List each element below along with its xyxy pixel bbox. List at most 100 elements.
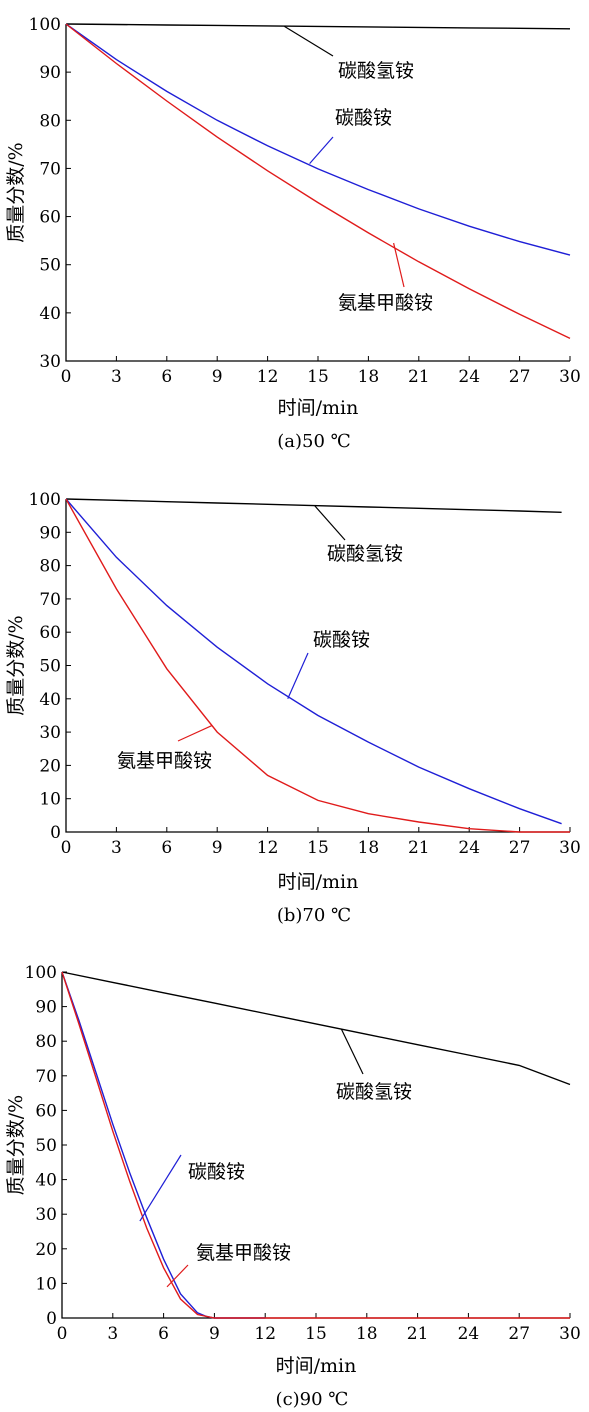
y-tick-label: 50 (39, 657, 61, 677)
chart-panel-3: 0 3 6 9 12 15 18 21 24 27 30 0 10 20 30 40 50 60 70 80 90 100… (5, 963, 581, 1410)
x-tick-label: 24 (458, 1324, 480, 1344)
axes-frame (65, 499, 570, 833)
annotation-label: 氨基甲酸铵 (196, 1242, 291, 1264)
x-tick-label: 6 (158, 1324, 169, 1344)
annotation-label: 碳酸氢铵 (327, 543, 403, 565)
y-tick-label: 40 (39, 304, 61, 324)
y-axis-label: 质量分数/% (5, 1095, 27, 1195)
y-tick-label: 60 (35, 1101, 57, 1121)
y-tick-label: 0 (50, 823, 61, 843)
x-tick-label: 15 (307, 838, 329, 858)
series-line-1 (61, 971, 571, 1086)
x-tick-label: 9 (209, 1324, 220, 1344)
y-tick-label: 100 (29, 15, 61, 35)
y-tick-label: 10 (35, 1274, 57, 1294)
x-tick-label: 9 (212, 367, 223, 387)
x-tick-label: 27 (509, 367, 531, 387)
annotation-label: 氨基甲酸铵 (117, 750, 212, 772)
y-tick-label: 90 (39, 63, 61, 83)
annotation-label: 氨基甲酸铵 (338, 292, 433, 314)
x-tick-label: 6 (161, 367, 172, 387)
x-tick-label: 27 (508, 1324, 530, 1344)
y-tick-label: 100 (25, 963, 57, 983)
series-line-1 (65, 498, 562, 513)
series-line-2 (65, 498, 562, 825)
annotation-leader (393, 242, 405, 288)
x-tick-label: 3 (107, 1324, 118, 1344)
annotation-label: 碳酸铵 (313, 629, 370, 651)
y-tick-label: 20 (35, 1240, 57, 1260)
x-tick-label: 24 (458, 838, 480, 858)
y-axis-label: 质量分数/% (5, 615, 27, 715)
x-tick-label: 15 (307, 367, 329, 387)
chart-panel-1: 0 3 6 9 12 15 18 21 24 27 30 30 40 50 60 70 80 90 100 碳酸氢铵碳… (5, 15, 581, 452)
panel-caption: (c)90 ℃ (276, 1389, 349, 1410)
x-tick-label: 30 (559, 1324, 581, 1344)
y-tick-label: 10 (39, 790, 61, 810)
y-tick-label: 90 (39, 523, 61, 543)
annotation-leader (340, 1028, 364, 1075)
annotation-label: 碳酸氢铵 (336, 1081, 412, 1103)
annotation-leader (287, 652, 309, 700)
x-tick-label: 21 (408, 367, 430, 387)
y-tick-label: 40 (39, 690, 61, 710)
annotation-leader (314, 505, 346, 541)
x-tick-label: 0 (61, 367, 72, 387)
series-line-1 (65, 23, 571, 30)
x-tick-label: 0 (61, 838, 72, 858)
y-tick-label: 60 (39, 208, 61, 228)
x-tick-label: 24 (458, 367, 480, 387)
y-tick-label: 80 (39, 557, 61, 577)
series-line-3 (65, 23, 571, 340)
y-tick-label: 90 (35, 998, 57, 1018)
x-tick-label: 21 (408, 838, 430, 858)
x-tick-label: 12 (257, 838, 279, 858)
y-tick-label: 70 (39, 159, 61, 179)
y-tick-label: 50 (35, 1136, 57, 1156)
series-line-3 (65, 498, 570, 833)
annotation-leader (309, 136, 334, 165)
y-tick-label: 70 (35, 1067, 57, 1087)
x-tick-label: 15 (305, 1324, 327, 1344)
series-line-3 (61, 971, 570, 1319)
y-tick-label: 100 (29, 490, 61, 510)
x-tick-label: 18 (358, 838, 380, 858)
chart-panel-2: 0 3 6 9 12 15 18 21 24 27 30 0 10 20 30 40 50 60 70 80 90 100… (5, 490, 581, 926)
y-axis-label: 质量分数/% (5, 142, 27, 242)
x-tick-label: 3 (111, 838, 122, 858)
x-tick-label: 12 (254, 1324, 276, 1344)
y-tick-label: 30 (35, 1205, 57, 1225)
annotation-leader (177, 724, 213, 742)
y-tick-label: 30 (39, 352, 61, 372)
y-tick-label: 80 (35, 1032, 57, 1052)
y-tick-label: 80 (39, 111, 61, 131)
x-tick-label: 0 (57, 1324, 68, 1344)
x-tick-label: 18 (356, 1324, 378, 1344)
y-tick-label: 20 (39, 756, 61, 776)
x-tick-label: 3 (111, 367, 122, 387)
y-tick-label: 70 (39, 590, 61, 610)
x-tick-label: 12 (257, 367, 279, 387)
x-tick-label: 18 (358, 367, 380, 387)
y-tick-label: 50 (39, 256, 61, 276)
x-axis-label: 时间/min (278, 871, 359, 893)
y-tick-label: 0 (46, 1309, 57, 1329)
x-tick-label: 6 (161, 838, 172, 858)
annotation-label: 碳酸氢铵 (338, 60, 414, 82)
panel-caption: (a)50 ℃ (277, 431, 351, 452)
panel-caption: (b)70 ℃ (277, 905, 351, 926)
y-tick-label: 40 (35, 1171, 57, 1191)
x-axis-label: 时间/min (276, 1355, 357, 1377)
annotation-label: 碳酸铵 (188, 1161, 245, 1183)
annotation-leader (166, 1264, 189, 1288)
axes-frame (65, 24, 570, 362)
annotation-leader (284, 25, 334, 57)
x-tick-label: 30 (559, 838, 581, 858)
y-tick-label: 30 (39, 723, 61, 743)
x-axis-label: 时间/min (278, 397, 359, 419)
y-tick-label: 60 (39, 623, 61, 643)
x-tick-label: 30 (559, 367, 581, 387)
annotation-leader (139, 1154, 182, 1222)
x-tick-label: 21 (407, 1324, 429, 1344)
